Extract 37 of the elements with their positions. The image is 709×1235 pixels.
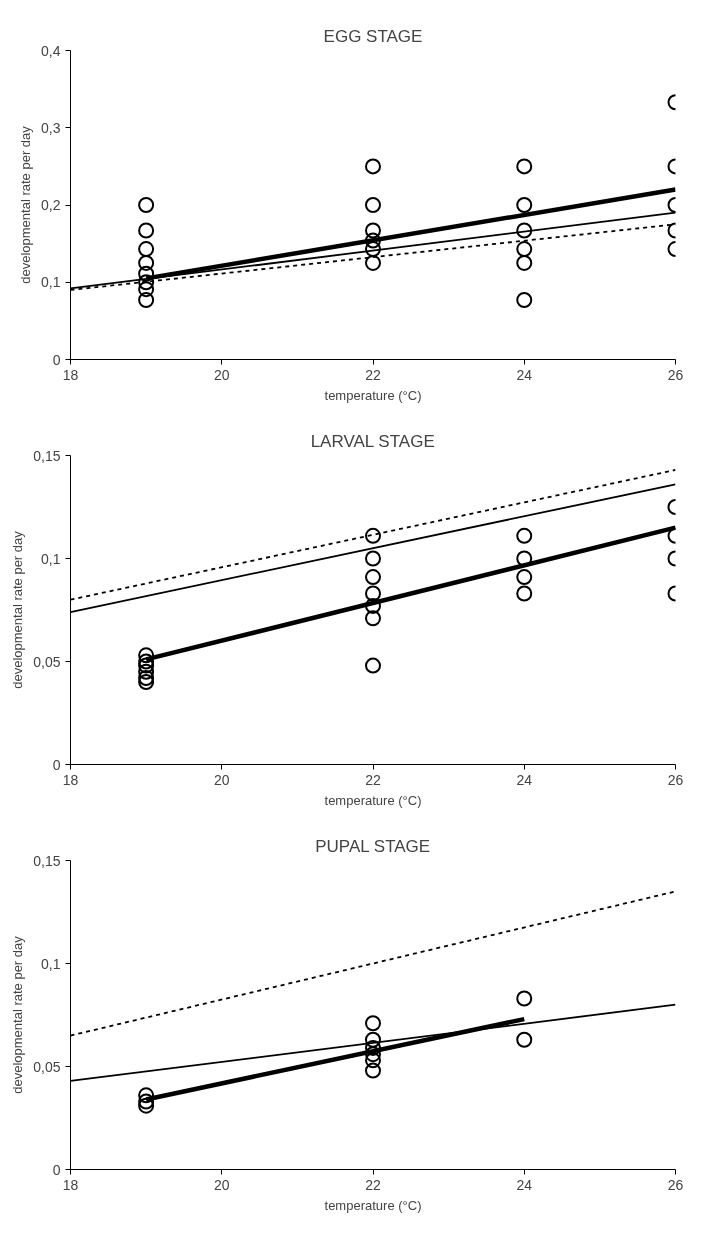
x-tick-label: 24 [516, 366, 533, 383]
y-axis-title: developmental rate per day [10, 935, 26, 1094]
y-tick-label: 0,4 [41, 42, 61, 59]
x-tick-label: 20 [213, 771, 230, 788]
x-tick-label: 20 [213, 366, 230, 383]
x-tick-label: 26 [667, 771, 684, 788]
x-tick-label: 24 [516, 771, 533, 788]
x-axis-title: temperature (°C) [324, 792, 422, 808]
chart-title: PUPAL STAGE [315, 836, 431, 856]
x-tick-label: 24 [516, 1176, 533, 1193]
y-tick-label: 0,2 [41, 197, 61, 213]
x-tick-label: 26 [667, 366, 684, 383]
x-tick-label: 22 [365, 1176, 381, 1193]
y-axis-title: developmental rate per day [10, 530, 26, 689]
y-tick-label: 0,15 [33, 852, 61, 869]
y-tick-label: 0,05 [33, 1058, 61, 1075]
y-axis-title: developmental rate per day [18, 125, 34, 284]
chart-title: EGG STAGE [323, 26, 423, 46]
x-tick-label: 26 [667, 1176, 684, 1193]
y-tick-label: 0,1 [41, 274, 61, 291]
chart-title: LARVAL STAGE [310, 431, 435, 451]
y-tick-label: 0,1 [41, 955, 61, 972]
y-tick-label: 0,15 [33, 447, 61, 464]
x-tick-label: 22 [365, 771, 381, 788]
x-tick-label: 18 [62, 366, 79, 383]
x-tick-label: 18 [62, 1176, 79, 1193]
y-tick-label: 0 [52, 1161, 61, 1178]
x-axis-title: temperature (°C) [324, 387, 422, 403]
y-tick-label: 0,1 [41, 550, 61, 567]
y-tick-label: 0 [52, 756, 61, 773]
y-tick-label: 0,3 [41, 119, 61, 136]
x-tick-label: 18 [62, 771, 79, 788]
x-axis-title: temperature (°C) [324, 1197, 422, 1213]
x-tick-label: 22 [365, 366, 381, 383]
y-tick-label: 0 [52, 351, 61, 368]
x-tick-label: 20 [213, 1176, 230, 1193]
y-tick-label: 0,05 [33, 653, 61, 670]
